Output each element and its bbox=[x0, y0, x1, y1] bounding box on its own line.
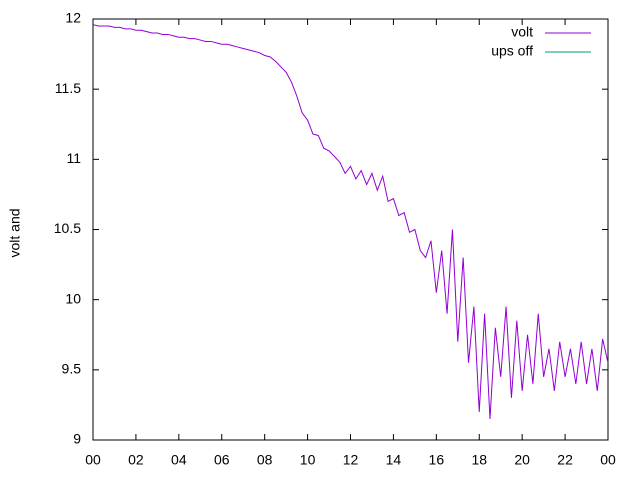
x-tick-label: 18 bbox=[471, 452, 487, 468]
legend-label: volt bbox=[511, 24, 533, 40]
y-tick-label: 11.5 bbox=[55, 80, 81, 96]
x-tick-label: 22 bbox=[557, 452, 573, 468]
x-tick-label: 20 bbox=[514, 452, 530, 468]
x-tick-label: 16 bbox=[429, 452, 445, 468]
x-tick-label: 00 bbox=[85, 452, 101, 468]
y-tick-label: 11 bbox=[66, 150, 81, 166]
y-tick-label: 10 bbox=[65, 290, 81, 306]
x-tick-label: 02 bbox=[128, 452, 144, 468]
x-tick-label: 04 bbox=[171, 452, 187, 468]
x-tick-label: 00 bbox=[600, 452, 616, 468]
legend-label: ups off bbox=[491, 43, 533, 59]
x-tick-label: 12 bbox=[343, 452, 359, 468]
y-tick-label: 12 bbox=[65, 10, 81, 26]
y-axis-label: volt and bbox=[7, 208, 23, 257]
data-line bbox=[92, 24, 609, 419]
x-tick-label: 08 bbox=[257, 452, 273, 468]
plot-frame bbox=[92, 18, 609, 441]
y-tick-label: 9 bbox=[73, 431, 81, 447]
y-tick-label: 9.5 bbox=[62, 361, 82, 377]
y-tick-label: 10.5 bbox=[54, 220, 81, 236]
x-tick-label: 10 bbox=[300, 452, 316, 468]
x-tick-label: 14 bbox=[386, 452, 402, 468]
x-tick-label: 06 bbox=[214, 452, 230, 468]
